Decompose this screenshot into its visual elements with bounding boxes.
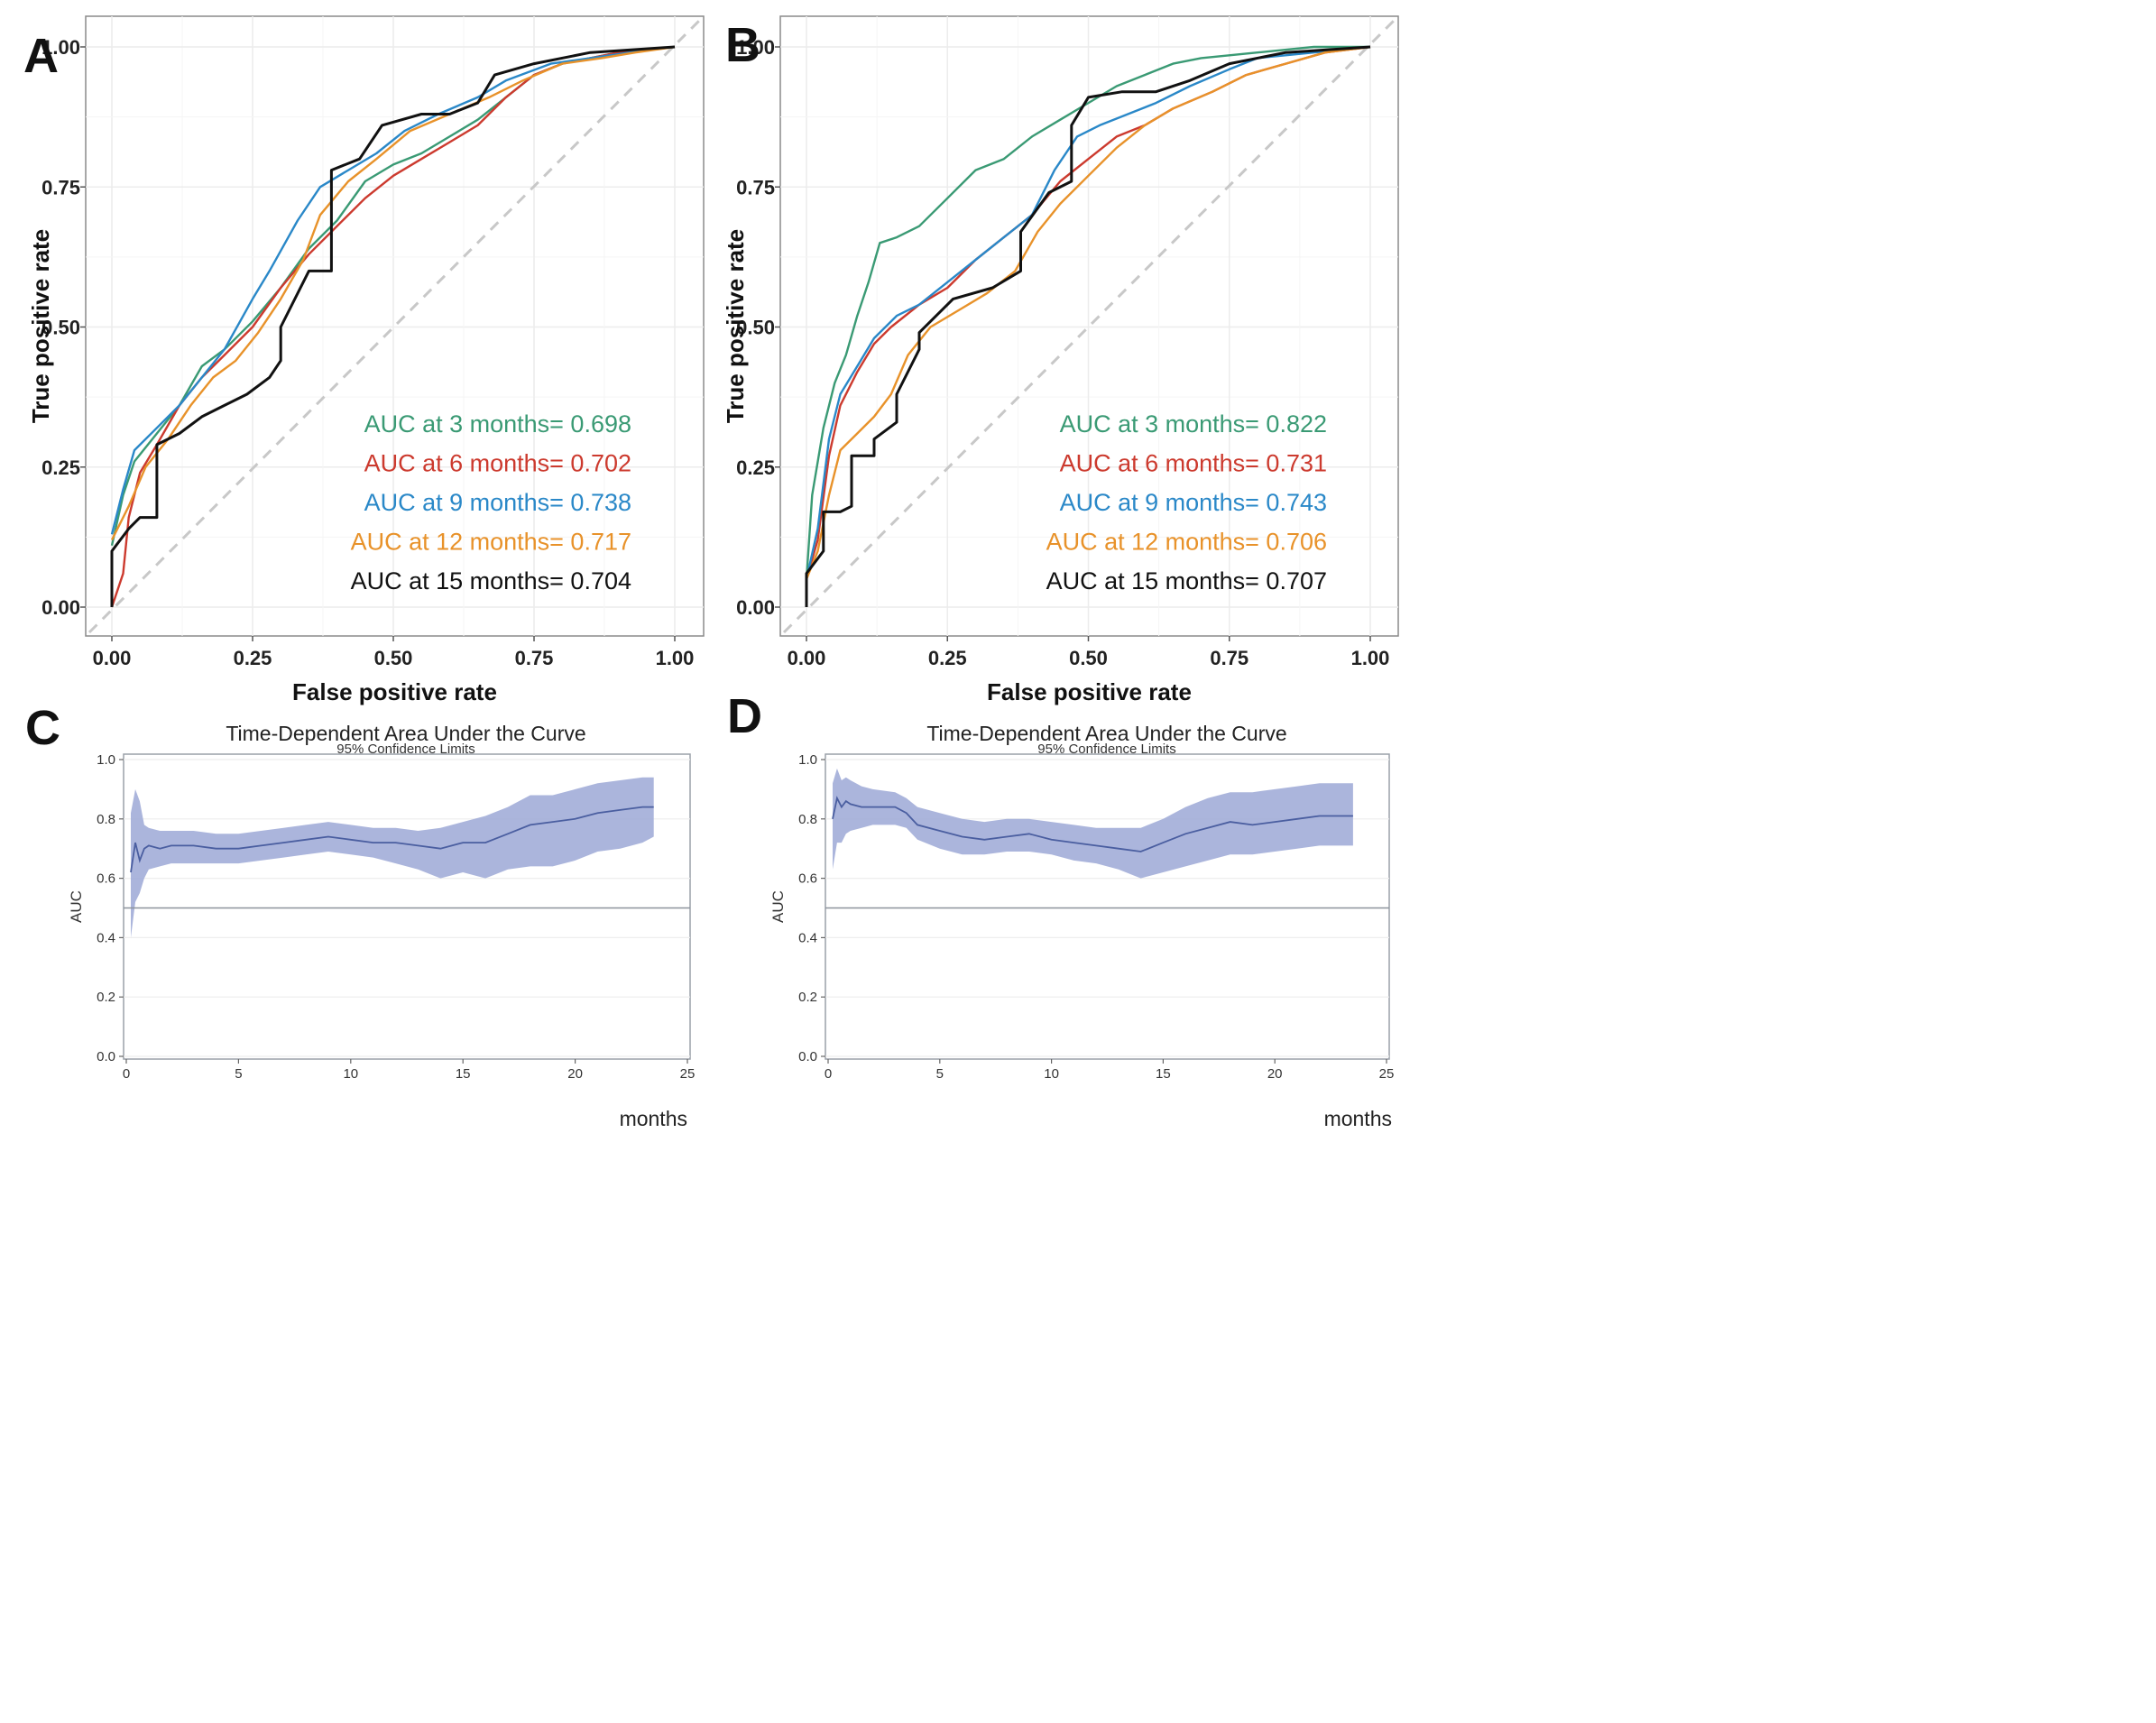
- roc-curve-15-months: [110, 45, 676, 607]
- x-tick-label: 0: [825, 1066, 832, 1082]
- roc-curve-3-months: [805, 45, 1370, 580]
- x-axis-label: False positive rate: [292, 678, 497, 705]
- y-tick-label: 0.4: [97, 930, 115, 945]
- x-tick-label: 20: [1267, 1066, 1283, 1082]
- roc-curve-9-months: [110, 45, 676, 535]
- y-tick-label: 0.50: [41, 317, 80, 339]
- roc-curve-12-months: [110, 45, 676, 541]
- panel-letter: D: [727, 689, 762, 743]
- y-tick-label: 0.4: [798, 930, 817, 945]
- x-tick-label: 20: [567, 1066, 583, 1082]
- x-tick-label: 5: [936, 1066, 944, 1082]
- x-tick-label: 0: [123, 1066, 130, 1082]
- y-tick-label: 0.00: [41, 596, 80, 619]
- x-tick-label: 15: [456, 1066, 471, 1082]
- x-tick-label: 0.50: [1069, 647, 1108, 669]
- panel-b: 0.00 0.25 0.50 0.75 1.00 0.00 0.25 0.50 0.75 1.00…: [722, 15, 1399, 705]
- y-tick-label: 0.2: [97, 990, 115, 1005]
- reference-diagonal: [782, 18, 1396, 634]
- x-tick-label: 1.00: [656, 647, 695, 669]
- panel-letter: C: [25, 701, 60, 755]
- auc-label: AUC at 15 months= 0.704: [351, 567, 631, 594]
- auc-label: AUC at 9 months= 0.743: [1060, 489, 1327, 516]
- roc-curve-12-months: [805, 45, 1371, 580]
- auc-label: AUC at 12 months= 0.717: [351, 529, 631, 556]
- confidence-band: [833, 768, 1353, 879]
- x-tick-label: 15: [1156, 1066, 1171, 1082]
- x-axis-label: False positive rate: [987, 678, 1192, 705]
- x-tick-label: 5: [235, 1066, 242, 1082]
- panel-letter: B: [725, 18, 760, 72]
- y-tick-label: 0.6: [97, 871, 115, 887]
- y-axis-label: True positive rate: [27, 229, 54, 423]
- y-tick-label: 1.00: [736, 36, 775, 59]
- reference-diagonal: [88, 18, 702, 634]
- auc-label: AUC at 12 months= 0.706: [1046, 529, 1327, 556]
- panel-d: D Time-Dependent Area Under the Curve95% …: [727, 689, 1394, 1130]
- y-tick-label: 1.0: [798, 752, 817, 768]
- chart-subtitle: 95% Confidence Limits: [336, 742, 475, 757]
- y-tick-label: 0.8: [798, 812, 817, 827]
- roc-curve-15-months: [805, 45, 1371, 607]
- confidence-band: [131, 777, 654, 938]
- x-tick-label: 10: [1044, 1066, 1059, 1082]
- y-tick-label: 0.25: [41, 456, 80, 479]
- x-tick-label: 0.00: [93, 647, 132, 669]
- chart-subtitle: 95% Confidence Limits: [1037, 742, 1175, 757]
- x-tick-label: 25: [1379, 1066, 1395, 1082]
- auc-label: AUC at 6 months= 0.731: [1060, 450, 1327, 477]
- x-axis-label: months: [1324, 1107, 1392, 1130]
- x-tick-label: 0.00: [788, 647, 826, 669]
- panel-c: C Time-Dependent Area Under the Curve95% …: [25, 701, 695, 1130]
- x-tick-label: 0.25: [234, 647, 272, 669]
- y-axis-label: AUC: [769, 890, 787, 923]
- y-tick-label: 0.25: [736, 456, 775, 479]
- auc-line: [130, 806, 654, 873]
- x-tick-label: 1.00: [1351, 647, 1390, 669]
- x-tick-label: 25: [680, 1066, 696, 1082]
- x-tick-label: 0.75: [515, 647, 554, 669]
- x-tick-label: 0.50: [374, 647, 413, 669]
- y-tick-label: 0.0: [97, 1049, 115, 1064]
- y-tick-label: 0.75: [41, 176, 80, 198]
- y-tick-label: 0.50: [736, 317, 775, 339]
- roc-curve-9-months: [805, 45, 1371, 580]
- y-axis-label: AUC: [68, 890, 85, 923]
- y-tick-label: 0.6: [798, 871, 817, 887]
- y-axis-label: True positive rate: [722, 229, 749, 423]
- auc-label: AUC at 15 months= 0.707: [1046, 567, 1327, 594]
- x-tick-label: 0.75: [1210, 647, 1248, 669]
- auc-label: AUC at 6 months= 0.702: [364, 450, 631, 477]
- chart-title: Time-Dependent Area Under the Curve: [926, 722, 1286, 745]
- y-tick-label: 0.8: [97, 812, 115, 827]
- panel-letter: A: [23, 29, 59, 83]
- auc-line: [832, 796, 1353, 852]
- auc-label: AUC at 9 months= 0.738: [364, 489, 631, 516]
- y-tick-label: 1.00: [41, 36, 80, 59]
- x-tick-label: 10: [343, 1066, 358, 1082]
- y-tick-label: 0.75: [736, 176, 775, 198]
- y-tick-label: 1.0: [97, 752, 115, 768]
- y-tick-label: 0.00: [736, 596, 775, 619]
- chart-title: Time-Dependent Area Under the Curve: [226, 722, 585, 745]
- x-axis-label: months: [620, 1107, 687, 1130]
- y-tick-label: 0.2: [798, 990, 817, 1005]
- auc-label: AUC at 3 months= 0.698: [364, 410, 631, 438]
- x-tick-label: 0.25: [928, 647, 967, 669]
- y-tick-label: 0.0: [798, 1049, 817, 1064]
- panel-a: 0.00 0.25 0.50 0.75 1.00 0.00 0.25 0.50 0.75 1.00…: [23, 15, 705, 705]
- auc-label: AUC at 3 months= 0.822: [1060, 410, 1327, 438]
